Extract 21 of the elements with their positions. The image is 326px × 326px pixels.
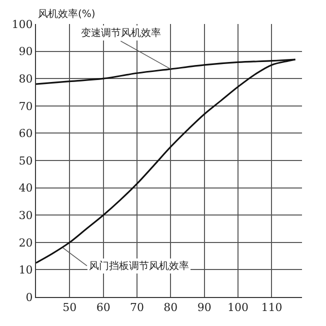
y-tick-label: 100 <box>12 18 33 31</box>
y-tick-label: 30 <box>18 208 33 222</box>
x-tick-label: 90 <box>197 301 212 314</box>
annotation: 风门挡板调节风机效率 <box>89 260 189 272</box>
x-tick-label: 60 <box>96 301 110 314</box>
y-tick-label: 0 <box>26 290 33 304</box>
x-tick-label: 70 <box>130 301 144 314</box>
annotation: 变速调节风机效率 <box>81 27 161 39</box>
y-tick-label: 80 <box>18 72 33 86</box>
y-tick-label: 60 <box>18 127 33 140</box>
x-tick-label: 80 <box>164 301 178 314</box>
x-tick-label: 50 <box>62 301 77 314</box>
x-tick-label: 100 <box>228 301 249 314</box>
y-tick-label: 50 <box>18 154 33 168</box>
x-tick-label: 110 <box>261 301 282 314</box>
y-tick-label: 90 <box>18 45 33 58</box>
y-tick-label: 40 <box>18 182 33 195</box>
y-tick-label: 10 <box>18 264 33 277</box>
y-axis-title: 风机效率(%) <box>38 8 96 20</box>
y-tick-label: 20 <box>18 236 33 250</box>
y-tick-label: 70 <box>18 100 33 113</box>
